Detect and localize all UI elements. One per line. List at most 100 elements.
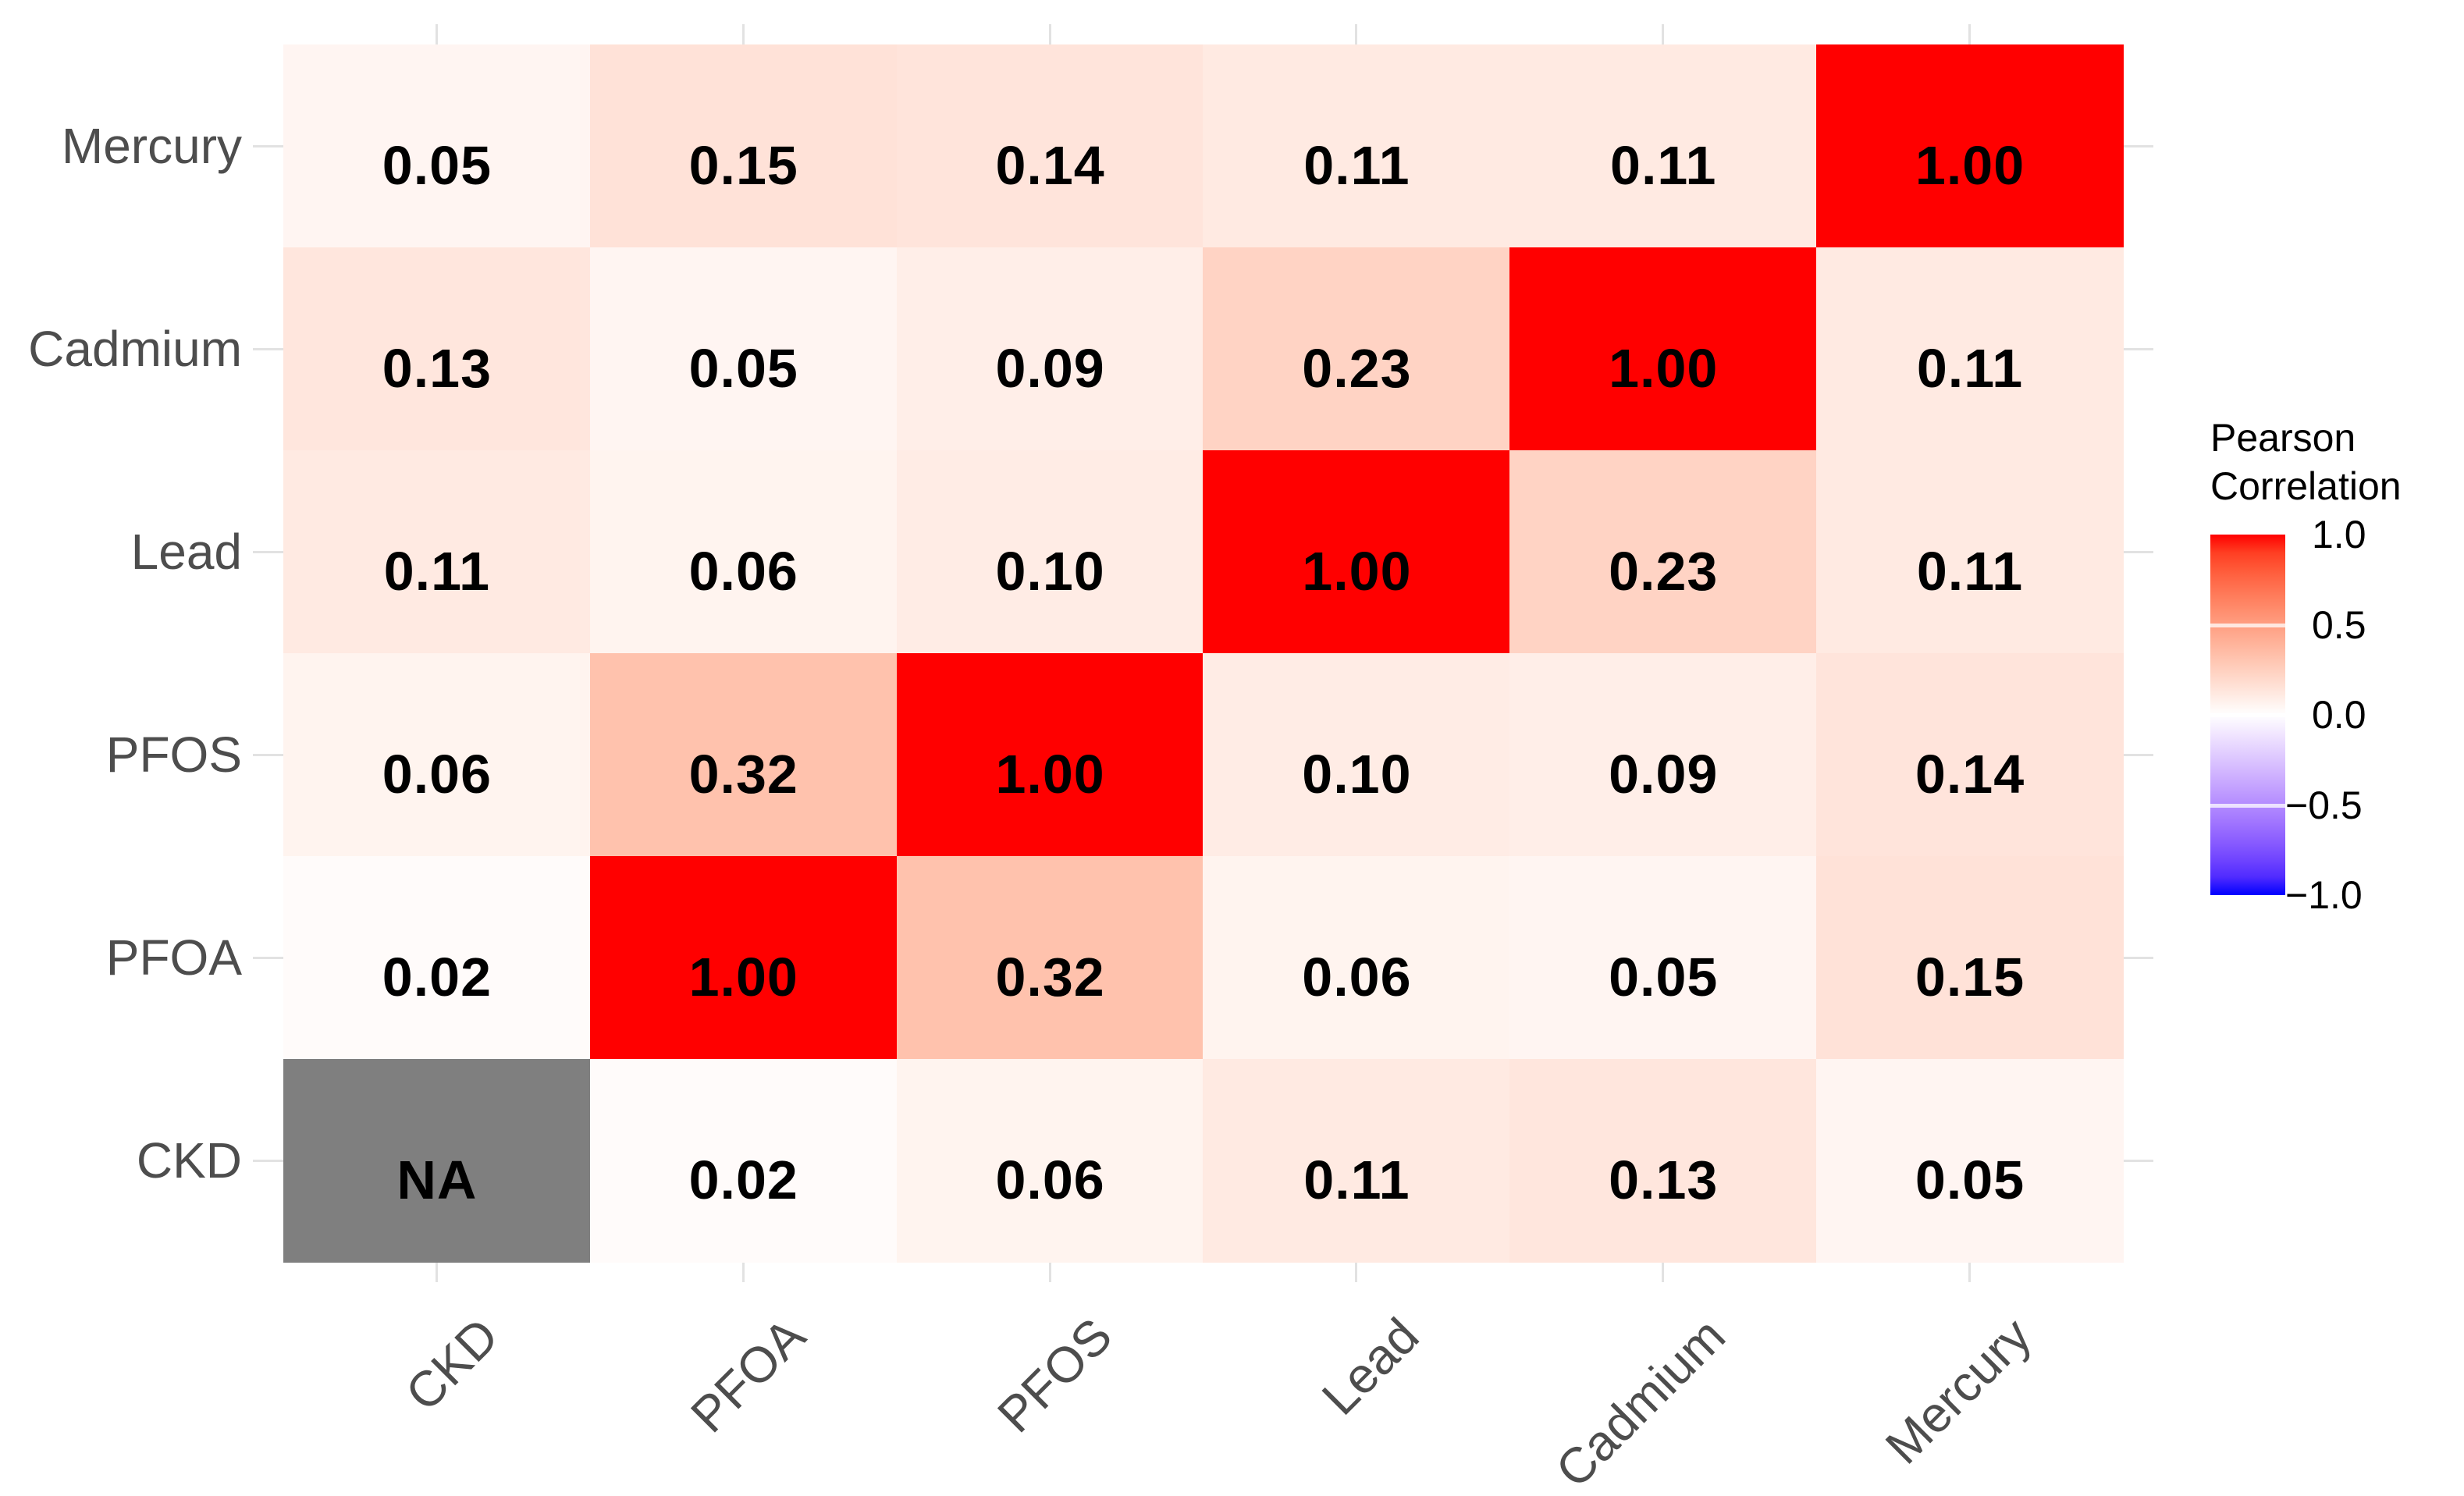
heatmap-cell: 0.11: [1509, 44, 1818, 248]
heatmap-cell: 0.14: [896, 44, 1204, 248]
cell-value: 0.11: [1303, 1149, 1410, 1210]
cell-value: 0.23: [1609, 540, 1719, 602]
cell-value: 1.00: [995, 743, 1105, 805]
cell-value: 0.23: [1302, 337, 1412, 399]
cell-value: 0.14: [995, 134, 1105, 196]
cell-value: 0.32: [995, 946, 1105, 1007]
heatmap-cell: 0.06: [283, 653, 591, 857]
row-label: PFOA: [105, 929, 242, 986]
cell-value: NA: [396, 1149, 478, 1210]
heatmap-cell: 0.11: [1816, 247, 2124, 451]
heatmap-cell: 0.23: [1509, 450, 1818, 654]
gridline-stub: [741, 1262, 745, 1282]
row-label: Lead: [130, 524, 242, 580]
gridline-stub: [435, 1262, 438, 1282]
heatmap-cell: 0.02: [589, 1059, 898, 1263]
gridline-stub: [1048, 24, 1051, 44]
gridline-stub: [2122, 144, 2153, 147]
heatmap-cell: 0.06: [589, 450, 898, 654]
cell-value: 0.02: [688, 1149, 798, 1210]
gridline-stub: [2122, 753, 2153, 756]
cell-value: 0.11: [383, 540, 491, 602]
legend-tick-label: 0.5: [2312, 602, 2366, 647]
cell-value: 0.10: [995, 540, 1105, 602]
heatmap-cell: 0.14: [1816, 653, 2124, 857]
cell-value: 0.09: [1609, 743, 1719, 805]
cell-value: 0.10: [1302, 743, 1412, 805]
heatmap-cell: 0.06: [1203, 856, 1511, 1060]
gridline-stub: [1048, 1262, 1051, 1282]
cell-value: 0.14: [1915, 743, 2025, 805]
cell-value: 0.09: [995, 337, 1105, 399]
cell-value: 0.11: [1916, 540, 2024, 602]
heatmap-cell: 0.09: [896, 247, 1204, 451]
gridline-stub: [1355, 1262, 1358, 1282]
colorbar-tick: [2210, 803, 2285, 808]
heatmap-cell: 0.05: [1816, 1059, 2124, 1263]
column-label-text: Lead: [1310, 1307, 1429, 1426]
heatmap-cell: 0.02: [283, 856, 591, 1060]
cell-value: 0.15: [1915, 946, 2025, 1007]
cell-value: 0.05: [382, 134, 492, 196]
gridline-stub: [253, 956, 283, 959]
cell-value: 0.06: [995, 1149, 1105, 1210]
heatmap-cell: 0.05: [283, 44, 591, 248]
column-label-text: PFOS: [987, 1307, 1123, 1444]
column-label-text: Cadmium: [1545, 1307, 1736, 1496]
gridline-stub: [1968, 24, 1972, 44]
heatmap-cell: 1.00: [1816, 44, 2124, 248]
heatmap-cell: 0.13: [283, 247, 591, 451]
heatmap-cell: 0.05: [589, 247, 898, 451]
heatmap-cell: 0.15: [1816, 856, 2124, 1060]
gridline-stub: [1968, 1262, 1972, 1282]
cell-value: 0.11: [1303, 134, 1410, 196]
cell-value: 0.13: [1609, 1149, 1719, 1210]
heatmap-cell: 0.10: [896, 450, 1204, 654]
heatmap-cell: 0.06: [896, 1059, 1204, 1263]
cell-value: 1.00: [1915, 134, 2025, 196]
gridline-stub: [2122, 956, 2153, 959]
heatmap-cell: 1.00: [589, 856, 898, 1060]
cell-value: 0.06: [1302, 946, 1412, 1007]
row-label: Cadmium: [28, 321, 242, 377]
cell-value: 1.00: [688, 946, 798, 1007]
heatmap-cell: 0.13: [1509, 1059, 1818, 1263]
cell-value: 0.11: [1916, 337, 2024, 399]
heatmap-cell: 1.00: [896, 653, 1204, 857]
cell-value: 1.00: [1302, 540, 1412, 602]
heatmap-cell: 0.15: [589, 44, 898, 248]
cell-value: 0.05: [1915, 1149, 2025, 1210]
cell-value: 0.11: [1610, 134, 1717, 196]
heatmap-cell: 0.05: [1509, 856, 1818, 1060]
heatmap-cell: 1.00: [1203, 450, 1511, 654]
colorbar-tick: [2210, 713, 2285, 717]
heatmap-cell: 1.00: [1509, 247, 1818, 451]
legend-colorbar: [2210, 535, 2285, 895]
cell-value: 0.05: [688, 337, 798, 399]
heatmap-cell: 0.11: [1203, 1059, 1511, 1263]
gridline-stub: [741, 24, 745, 44]
cell-value: 0.32: [688, 743, 798, 805]
colorbar-tick: [2210, 623, 2285, 627]
heatmap-cell: NA: [283, 1059, 591, 1263]
column-label-text: Mercury: [1875, 1307, 2043, 1475]
gridline-stub: [435, 24, 438, 44]
legend-tick-label: 1.0: [2312, 513, 2366, 556]
row-label: PFOS: [105, 727, 242, 783]
gridline-stub: [2122, 1159, 2153, 1162]
gridline-stub: [2122, 347, 2153, 350]
heatmap-cell: 0.32: [896, 856, 1204, 1060]
heatmap-cell: 0.09: [1509, 653, 1818, 857]
gridline-stub: [253, 144, 283, 147]
gridline-stub: [2122, 550, 2153, 553]
cell-value: 1.00: [1609, 337, 1719, 399]
gridline-stub: [253, 753, 283, 756]
heatmap-cell: 0.11: [283, 450, 591, 654]
gridline-stub: [253, 550, 283, 553]
column-label-text: PFOA: [680, 1307, 816, 1444]
gridline-stub: [1662, 24, 1665, 44]
cell-value: 0.02: [382, 946, 492, 1007]
heatmap-cell: 0.10: [1203, 653, 1511, 857]
cell-value: 0.05: [1609, 946, 1719, 1007]
gridline-stub: [1662, 1262, 1665, 1282]
